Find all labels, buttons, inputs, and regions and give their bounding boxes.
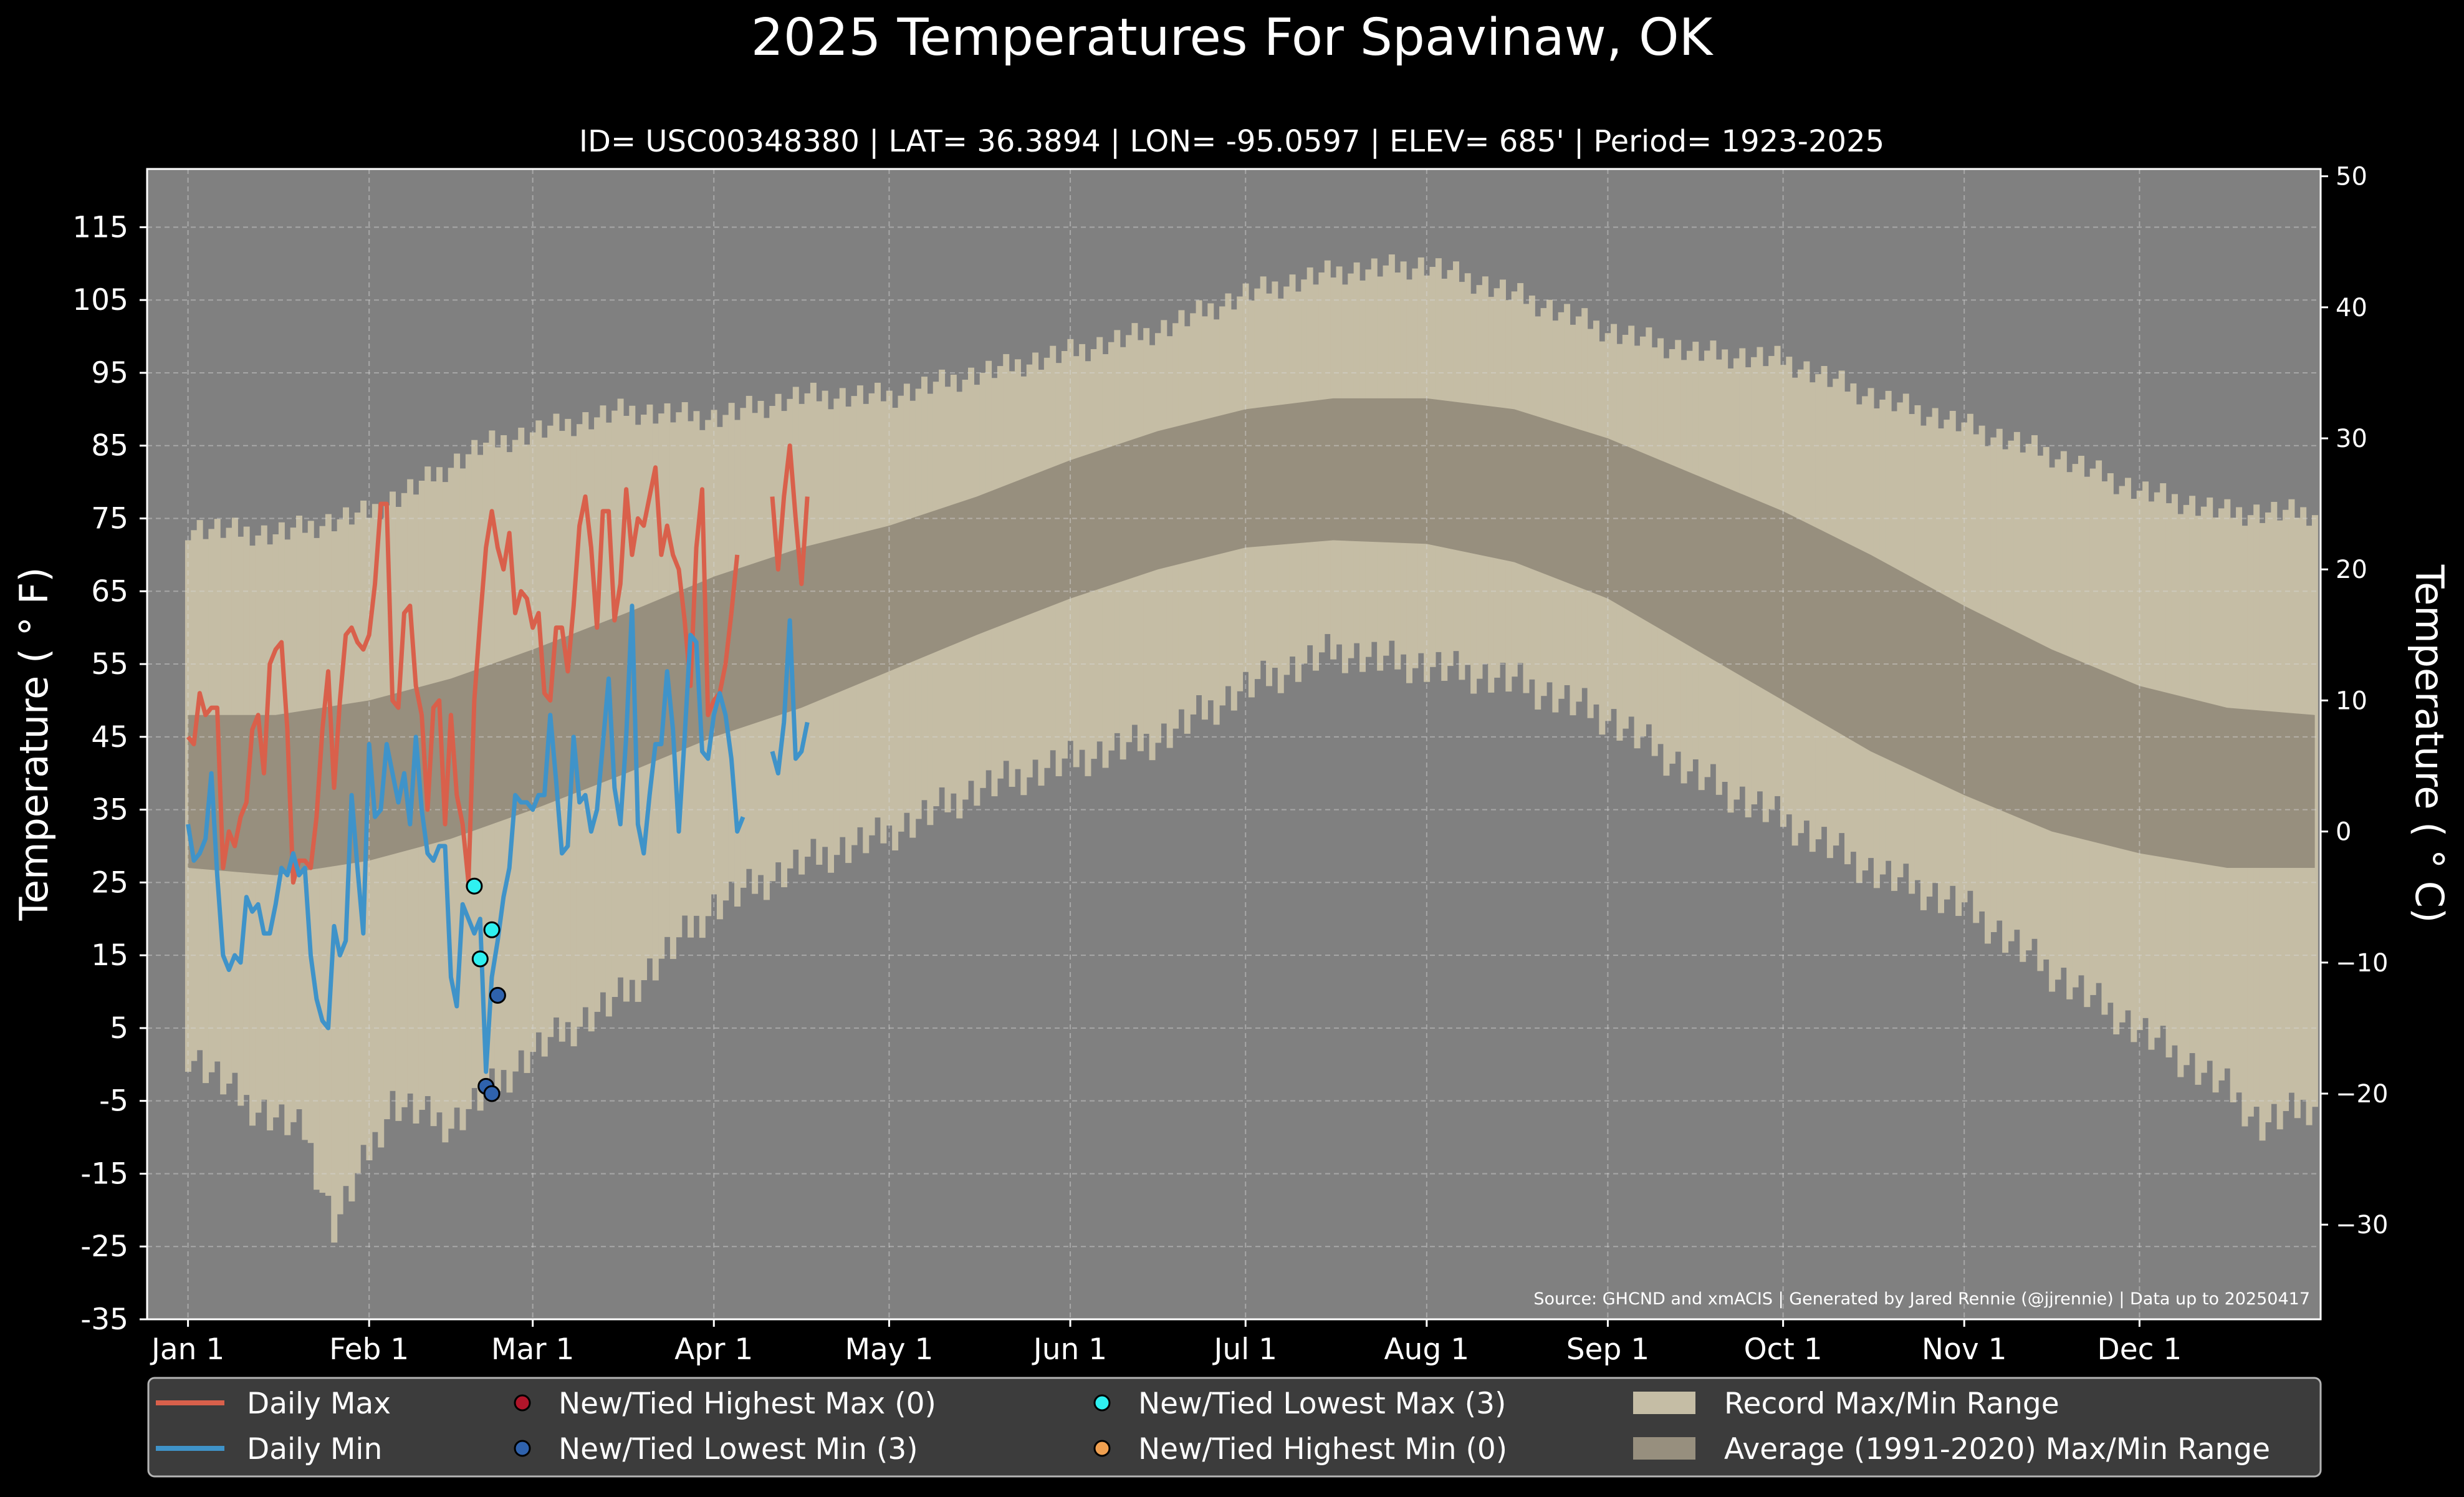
- x-tick-label: Sep 1: [1566, 1332, 1649, 1367]
- y-tick-label: 105: [72, 283, 128, 317]
- legend-box: [147, 1377, 2322, 1478]
- y-tick-label: 15: [91, 938, 128, 973]
- legend-dot-swatch: [514, 1394, 531, 1412]
- x-tick-label: Feb 1: [329, 1332, 409, 1367]
- left-axis: 115 105 95 85 75 65 55 45 35 25 15 5 -5 -15 -25 -35: [72, 210, 147, 1337]
- chart-title: 2025 Temperatures For Spavinaw, OK: [751, 8, 1714, 67]
- y-tick-label: -25: [80, 1230, 128, 1264]
- legend-label: Record Max/Min Range: [1724, 1387, 2059, 1421]
- x-tick-label: Mar 1: [491, 1332, 575, 1367]
- series-lines: [186, 443, 810, 1074]
- legend-label: New/Tied Lowest Max (3): [1138, 1387, 1506, 1421]
- y-tick-label: 65: [91, 574, 128, 609]
- right-tick-label: 20: [2336, 556, 2367, 584]
- y-tick-label: -35: [80, 1302, 128, 1337]
- record-markers: [466, 877, 506, 1102]
- legend-label: New/Tied Highest Max (0): [558, 1387, 936, 1421]
- x-tick-label: Jul 1: [1212, 1332, 1277, 1367]
- x-tick-label: Aug 1: [1384, 1332, 1470, 1367]
- record-marker: [471, 950, 489, 968]
- right-tick-label: −30: [2336, 1211, 2388, 1239]
- legend-patch-swatch: [1633, 1392, 1695, 1414]
- source-note: Source: GHCND and xmACIS | Generated by …: [1533, 1289, 2310, 1309]
- daily-max-line: [186, 465, 740, 885]
- y-tick-label: 95: [91, 356, 128, 390]
- record-marker: [489, 986, 506, 1004]
- y-tick-label: 115: [72, 210, 128, 244]
- legend-patch-swatch: [1633, 1437, 1695, 1460]
- y-tick-label: -5: [99, 1084, 128, 1119]
- x-tick-label: Jun 1: [1032, 1332, 1107, 1367]
- y-tick-label: -15: [80, 1157, 128, 1191]
- legend-label: Daily Max: [247, 1387, 391, 1421]
- legend-label: Daily Min: [247, 1432, 382, 1466]
- legend-dot-swatch: [514, 1440, 531, 1457]
- record-marker: [466, 877, 483, 895]
- x-tick-label: Apr 1: [674, 1332, 753, 1367]
- right-tick-label: −20: [2336, 1080, 2388, 1109]
- chart-subtitle: ID= USC00348380 | LAT= 36.3894 | LON= -9…: [579, 124, 1884, 159]
- legend: Daily Max Daily Min New/Tied Highest Max (…: [156, 1387, 2270, 1466]
- record-range-bar: [2311, 515, 2318, 1107]
- y-tick-label: 45: [91, 720, 128, 754]
- plot-frame: [146, 168, 2322, 1321]
- right-tick-label: 50: [2336, 163, 2367, 191]
- daily-min-line: [186, 604, 745, 1074]
- record-marker: [483, 921, 501, 938]
- right-tick-label: 10: [2336, 686, 2367, 715]
- legend-label: New/Tied Lowest Min (3): [558, 1432, 918, 1466]
- legend-label: New/Tied Highest Min (0): [1138, 1432, 1507, 1466]
- record-range-bar: [337, 519, 343, 1215]
- right-tick-label: 30: [2336, 425, 2367, 453]
- y-tick-label: 5: [110, 1011, 128, 1046]
- y-tick-label: 55: [91, 647, 128, 681]
- daily-min-line: [770, 618, 810, 776]
- daily-max-line: [770, 443, 810, 587]
- record-marker: [483, 1085, 501, 1102]
- y-tick-label: 75: [91, 502, 128, 536]
- right-axis: 50 40 30 20 10 0 −10 −20 −30: [2321, 163, 2388, 1239]
- y-tick-label: 35: [91, 793, 128, 827]
- x-tick-label: Oct 1: [1744, 1332, 1823, 1367]
- x-tick-label: Nov 1: [1922, 1332, 2007, 1367]
- average-range-band: [188, 398, 2315, 875]
- x-axis: Jan 1 Feb 1 Mar 1 Apr 1 May 1 Jun 1 Jul 1 Aug 1…: [150, 1319, 2182, 1367]
- x-tick-label: May 1: [845, 1332, 933, 1367]
- x-tick-label: Jan 1: [150, 1332, 224, 1367]
- right-tick-label: 40: [2336, 294, 2367, 322]
- y-tick-label: 85: [91, 429, 128, 463]
- right-axis-label: Temperature ( ° C): [2407, 564, 2452, 923]
- left-axis-label: Temperature ( ° F): [11, 567, 57, 922]
- x-tick-label: Dec 1: [2097, 1332, 2182, 1367]
- right-tick-label: 0: [2336, 818, 2351, 847]
- legend-dot-swatch: [1093, 1394, 1111, 1412]
- legend-label: Average (1991-2020) Max/Min Range: [1724, 1432, 2270, 1466]
- y-tick-label: 25: [91, 865, 128, 900]
- record-range-bar: [331, 531, 338, 1243]
- right-tick-label: −10: [2336, 949, 2388, 978]
- legend-dot-swatch: [1093, 1440, 1111, 1457]
